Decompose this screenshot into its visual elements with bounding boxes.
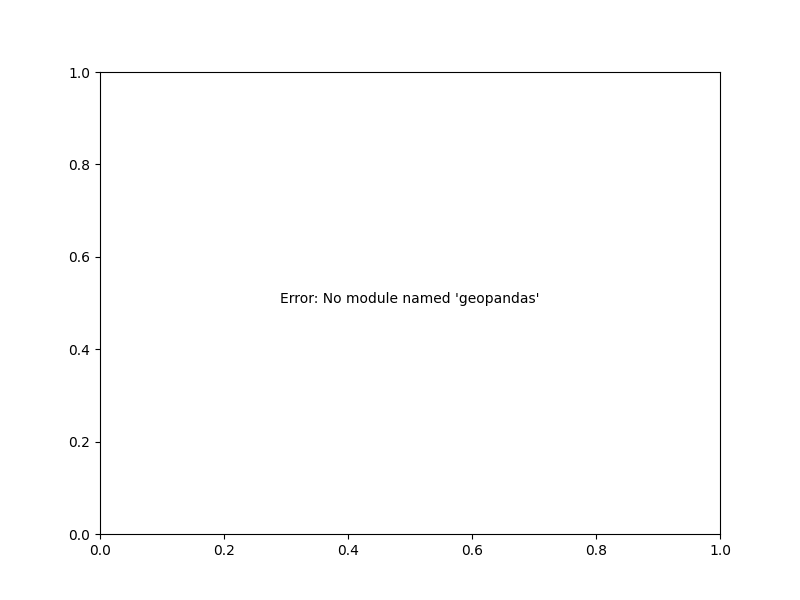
Text: Error: No module named 'geopandas': Error: No module named 'geopandas': [280, 292, 540, 306]
